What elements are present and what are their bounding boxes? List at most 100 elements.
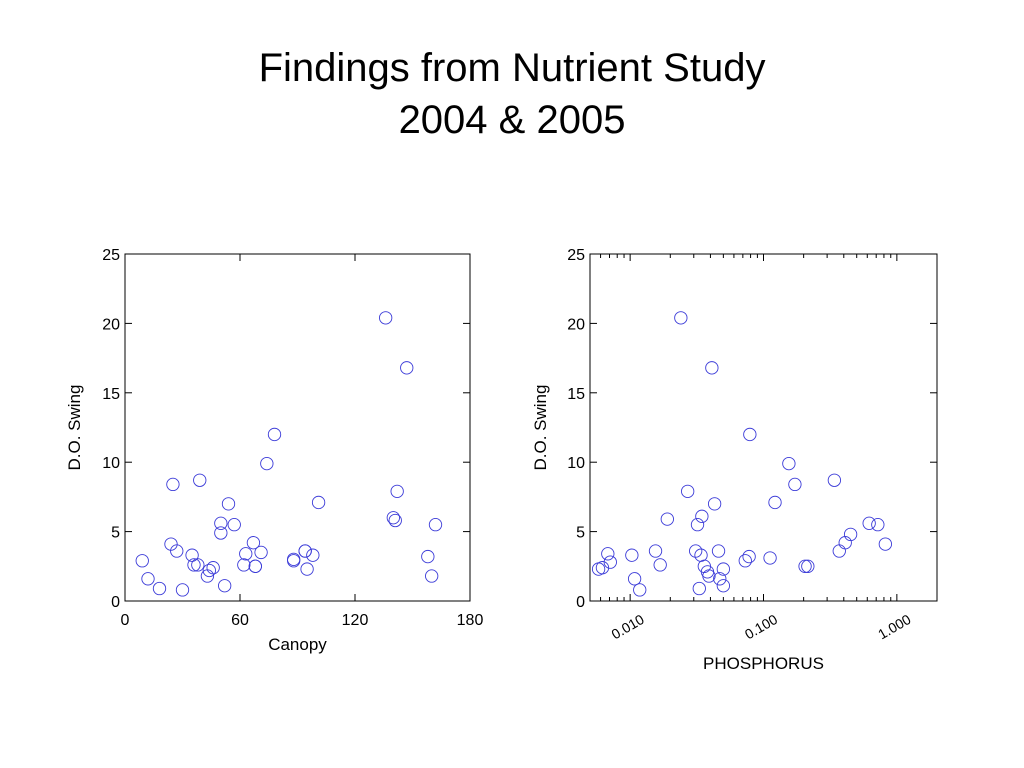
data-point — [390, 484, 404, 498]
data-point — [603, 555, 617, 569]
data-point — [633, 583, 647, 597]
data-point — [170, 544, 184, 558]
y-tick-label: 20 — [102, 316, 120, 333]
data-point — [191, 558, 205, 572]
data-point — [713, 572, 727, 586]
data-point — [141, 572, 155, 586]
data-point — [254, 545, 268, 560]
data-point — [287, 554, 301, 568]
y-tick-label: 10 — [567, 455, 585, 472]
data-point — [692, 581, 706, 596]
x-axis-label: PHOSPHORUS — [703, 654, 824, 673]
data-point — [801, 559, 815, 573]
y-tick-label: 20 — [567, 316, 585, 333]
x-tick-label: 60 — [231, 612, 249, 629]
data-point — [311, 495, 326, 510]
data-point — [421, 549, 435, 564]
data-point — [681, 484, 695, 498]
canopy-scatter-chart: 0 5 10 15 20 25 0 60 120 180 D.O. Swing Canopy — [65, 247, 483, 654]
data-point — [627, 572, 642, 586]
x-tick-label: 1.000 — [875, 611, 914, 642]
plot-frame — [589, 253, 938, 602]
data-point — [300, 562, 314, 576]
data-point — [237, 558, 251, 572]
y-axis-label: D.O. Swing — [531, 385, 550, 471]
data-point — [425, 569, 439, 583]
data-point — [428, 518, 443, 532]
data-point — [298, 544, 312, 558]
data-point — [782, 456, 796, 471]
data-point — [763, 551, 777, 565]
data-point — [832, 544, 846, 558]
data-point — [660, 512, 674, 526]
data-point — [175, 583, 190, 597]
data-point — [239, 547, 253, 561]
data-point — [591, 562, 606, 576]
y-tick-label: 5 — [111, 525, 120, 542]
x-tick-label: 0.100 — [742, 611, 781, 642]
y-tick-label: 25 — [567, 247, 585, 264]
data-point — [202, 563, 216, 578]
title-line-1: Findings from Nutrient Study — [258, 46, 766, 90]
data-point — [827, 473, 842, 487]
data-point — [743, 427, 757, 442]
data-point — [768, 495, 782, 510]
data-point — [716, 562, 731, 576]
data-point — [648, 544, 663, 558]
data-point — [379, 311, 393, 325]
y-tick-label: 0 — [111, 594, 120, 611]
data-point — [386, 511, 400, 525]
data-point — [690, 518, 705, 532]
data-point — [246, 536, 261, 550]
x-tick-label: 180 — [457, 612, 484, 629]
data-point — [166, 477, 180, 492]
data-point — [625, 548, 639, 562]
x-tick-label: 0 — [121, 612, 130, 629]
data-point — [388, 513, 402, 528]
x-tick-label: 0.010 — [608, 611, 647, 642]
data-point — [214, 516, 228, 530]
data-point — [135, 554, 149, 568]
x-axis-label: Canopy — [268, 635, 327, 654]
data-point — [716, 579, 731, 593]
y-tick-label: 0 — [576, 594, 585, 611]
y-tick-label: 25 — [102, 247, 120, 264]
data-point — [187, 558, 201, 572]
data-point — [218, 579, 232, 593]
data-point — [694, 548, 708, 562]
data-point — [653, 558, 667, 572]
data-point — [707, 497, 722, 511]
data-point — [862, 516, 876, 530]
slide-title: Findings from Nutrient Study 2004 & 2005 — [0, 42, 1024, 146]
data-point — [838, 536, 852, 550]
data-point — [152, 581, 167, 596]
data-point — [306, 548, 320, 562]
y-tick-label: 5 — [576, 525, 585, 542]
data-point — [206, 561, 220, 575]
data-point — [843, 527, 858, 542]
data-point — [674, 311, 688, 325]
data-point — [742, 549, 756, 564]
y-tick-label: 15 — [102, 386, 120, 403]
title-line-2: 2004 & 2005 — [398, 98, 626, 142]
data-point — [705, 361, 719, 375]
data-point — [267, 427, 282, 442]
data-point — [400, 361, 414, 375]
data-point — [185, 548, 199, 562]
data-point — [227, 518, 241, 532]
data-point — [711, 544, 726, 558]
data-point — [287, 552, 301, 567]
data-point — [214, 526, 228, 540]
data-point — [738, 554, 752, 568]
data-point — [248, 559, 262, 573]
data-point — [878, 537, 893, 551]
data-point — [221, 497, 236, 511]
data-point — [193, 473, 207, 487]
data-point — [702, 569, 716, 583]
data-point — [689, 544, 703, 558]
data-point — [260, 456, 274, 471]
phosphorus-scatter-chart: 0 5 10 15 20 25 0.010 0.100 1.000 D.O. Swing PHOSP… — [531, 247, 938, 673]
x-tick-label: 120 — [342, 612, 369, 629]
plot-frame — [124, 253, 471, 602]
